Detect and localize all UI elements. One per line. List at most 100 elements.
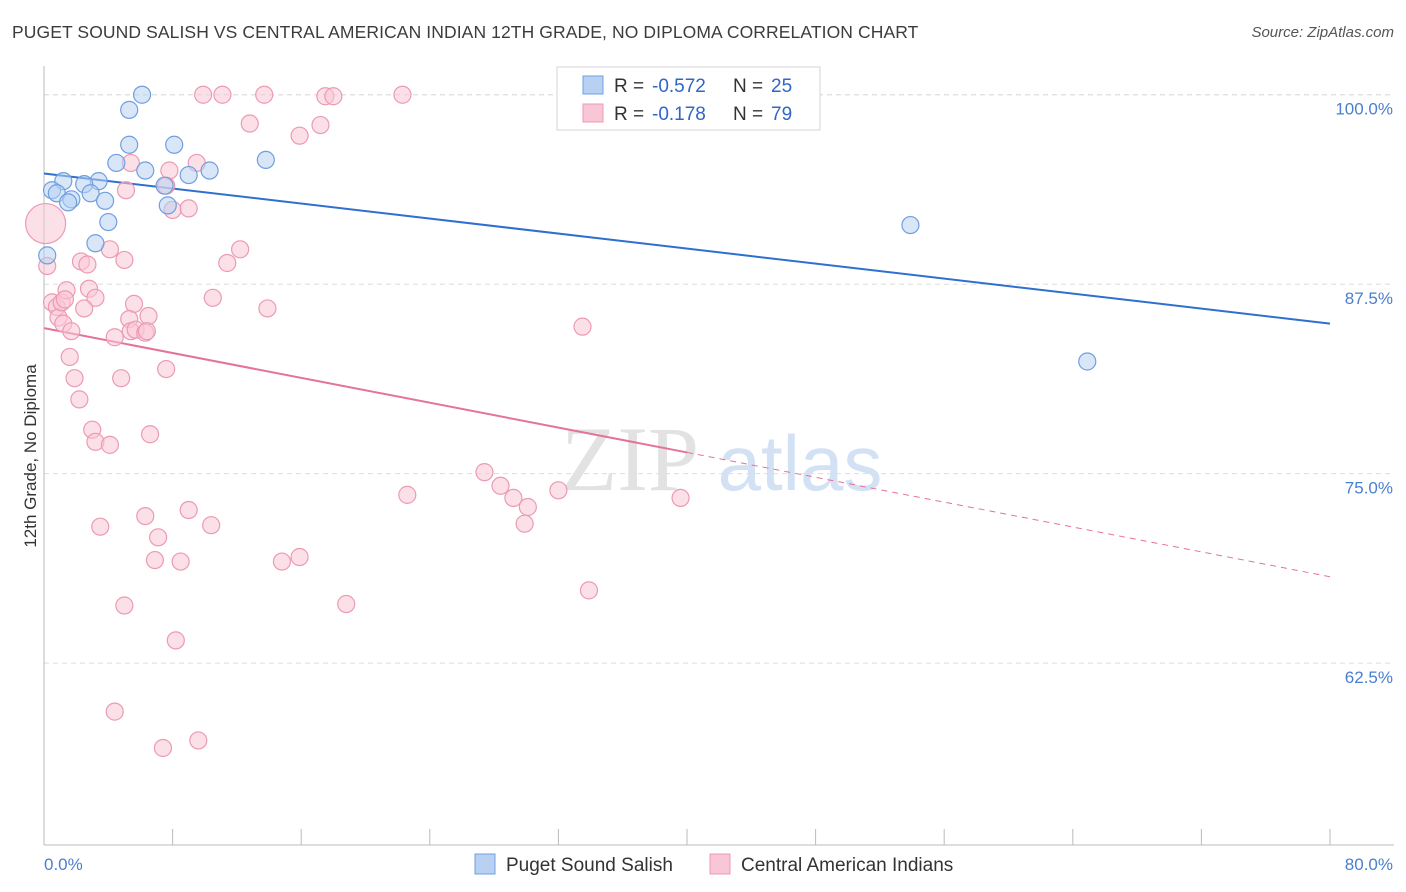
x-tick-label-start: 0.0%: [44, 855, 83, 874]
legend-n-label-2: N =: [733, 104, 763, 125]
central-american-point-50: [160, 161, 179, 180]
central-american-point-38: [166, 631, 185, 650]
chart-title: PUGET SOUND SALISH VS CENTRAL AMERICAN I…: [12, 22, 919, 42]
legend-swatch-salish: [582, 75, 604, 95]
legend-n-value-2: 79: [771, 104, 792, 125]
central-american-point-53: [179, 199, 198, 218]
bottom-legend-swatch-central-american: [709, 853, 731, 875]
central-american-point-69: [475, 463, 494, 482]
central-american-point-13: [78, 255, 97, 274]
central-american-point-32: [140, 425, 160, 444]
salish-point-5: [107, 153, 126, 173]
salish-point-12: [155, 176, 174, 195]
central-american-point-75: [579, 581, 599, 600]
central-american-point-37: [115, 596, 134, 615]
central-american-point-8: [62, 322, 81, 341]
source-credit: Source: ZipAtlas.com: [1251, 24, 1394, 41]
central-american-point-43: [179, 500, 198, 520]
central-american-point-46: [218, 253, 237, 273]
central-american-point-44: [202, 516, 221, 535]
central-american-point-47: [231, 240, 250, 259]
central-american-point-21: [105, 328, 124, 347]
central-american-point-48: [258, 299, 277, 318]
legend-r-value-2: -0.178: [652, 104, 706, 125]
central-american-point-0: [25, 202, 67, 245]
bottom-legend-swatch-salish: [474, 853, 496, 875]
central-american-point-77: [671, 488, 690, 508]
central-american-point-16: [75, 299, 94, 318]
watermark-atlas: atlas: [718, 419, 883, 507]
central-american-point-23: [115, 250, 134, 270]
series-legend: Puget Sound Salish Central American Indi…: [474, 853, 953, 876]
central-american-point-74: [549, 481, 568, 500]
salish-point-20: [99, 212, 118, 232]
central-american-regression-extension: [686, 451, 1331, 578]
central-american-point-40: [153, 738, 173, 758]
central-american-point-31: [137, 322, 156, 341]
salish-point-21: [86, 234, 105, 253]
central-american-point-30: [139, 306, 158, 326]
legend-n-value-1: 25: [771, 76, 792, 97]
salish-regression-line: [43, 172, 1331, 325]
salish-point-3: [165, 135, 184, 154]
salish-point-15: [81, 184, 100, 203]
salish-point-23: [901, 215, 920, 235]
salish-point-2: [120, 135, 139, 154]
legend-r-value-1: -0.572: [652, 76, 706, 97]
central-american-point-34: [136, 506, 155, 526]
x-tick-label-end: 80.0%: [1345, 855, 1393, 874]
central-american-point-11: [70, 390, 89, 409]
salish-point-17: [59, 193, 78, 212]
central-american-point-58: [255, 85, 274, 104]
salish-point-1: [120, 100, 139, 119]
central-american-point-41: [105, 702, 124, 721]
central-american-point-57: [213, 85, 232, 104]
central-american-point-9: [60, 347, 79, 367]
central-american-point-45: [203, 288, 222, 307]
y-axis-label: 12th Grade, No Diploma: [21, 364, 40, 548]
central-american-point-20: [91, 517, 110, 536]
salish-point-22: [38, 246, 57, 265]
central-american-point-39: [171, 552, 190, 571]
central-american-point-66: [290, 547, 309, 567]
central-american-point-42: [189, 731, 208, 750]
salish-point-9: [179, 165, 198, 185]
legend-n-label-1: N =: [733, 76, 763, 97]
central-american-point-73: [515, 514, 534, 533]
y-tick-label-1: 75.0%: [1345, 479, 1393, 498]
bottom-legend-central-american: Central American Indians: [741, 855, 953, 876]
y-tick-label-3: 100.0%: [1335, 100, 1393, 119]
legend-r-label-1: R =: [614, 76, 644, 97]
central-american-point-70: [491, 476, 510, 495]
central-american-point-15: [86, 288, 105, 307]
central-american-point-25: [124, 294, 144, 313]
bottom-legend-salish: Puget Sound Salish: [506, 855, 673, 876]
central-american-point-67: [337, 594, 356, 614]
central-american-point-65: [272, 552, 292, 571]
salish-point-0: [132, 85, 152, 104]
central-american-point-22: [112, 369, 131, 388]
legend-r-label-2: R =: [614, 104, 644, 125]
salish-point-7: [136, 161, 155, 180]
central-american-point-72: [518, 497, 537, 517]
central-american-point-78: [55, 290, 74, 309]
central-american-point-68: [398, 485, 417, 504]
gridlines: [44, 94, 1394, 664]
central-american-regression-line: [43, 327, 688, 454]
salish-point-18: [95, 191, 115, 210]
central-american-point-19: [100, 435, 120, 454]
central-american-point-61: [324, 87, 343, 106]
central-american-point-63: [290, 126, 309, 145]
central-american-point-59: [240, 114, 259, 133]
salish-point-8: [200, 161, 219, 180]
central-american-point-71: [504, 488, 523, 508]
central-american-point-62: [311, 115, 330, 135]
salish-point-4: [256, 150, 275, 170]
central-american-point-35: [149, 528, 168, 547]
central-american-point-55: [116, 181, 136, 200]
salish-point-19: [158, 196, 177, 215]
central-american-point-76: [573, 317, 592, 336]
regression-lines: [43, 172, 1331, 578]
central-american-point-10: [65, 369, 84, 388]
